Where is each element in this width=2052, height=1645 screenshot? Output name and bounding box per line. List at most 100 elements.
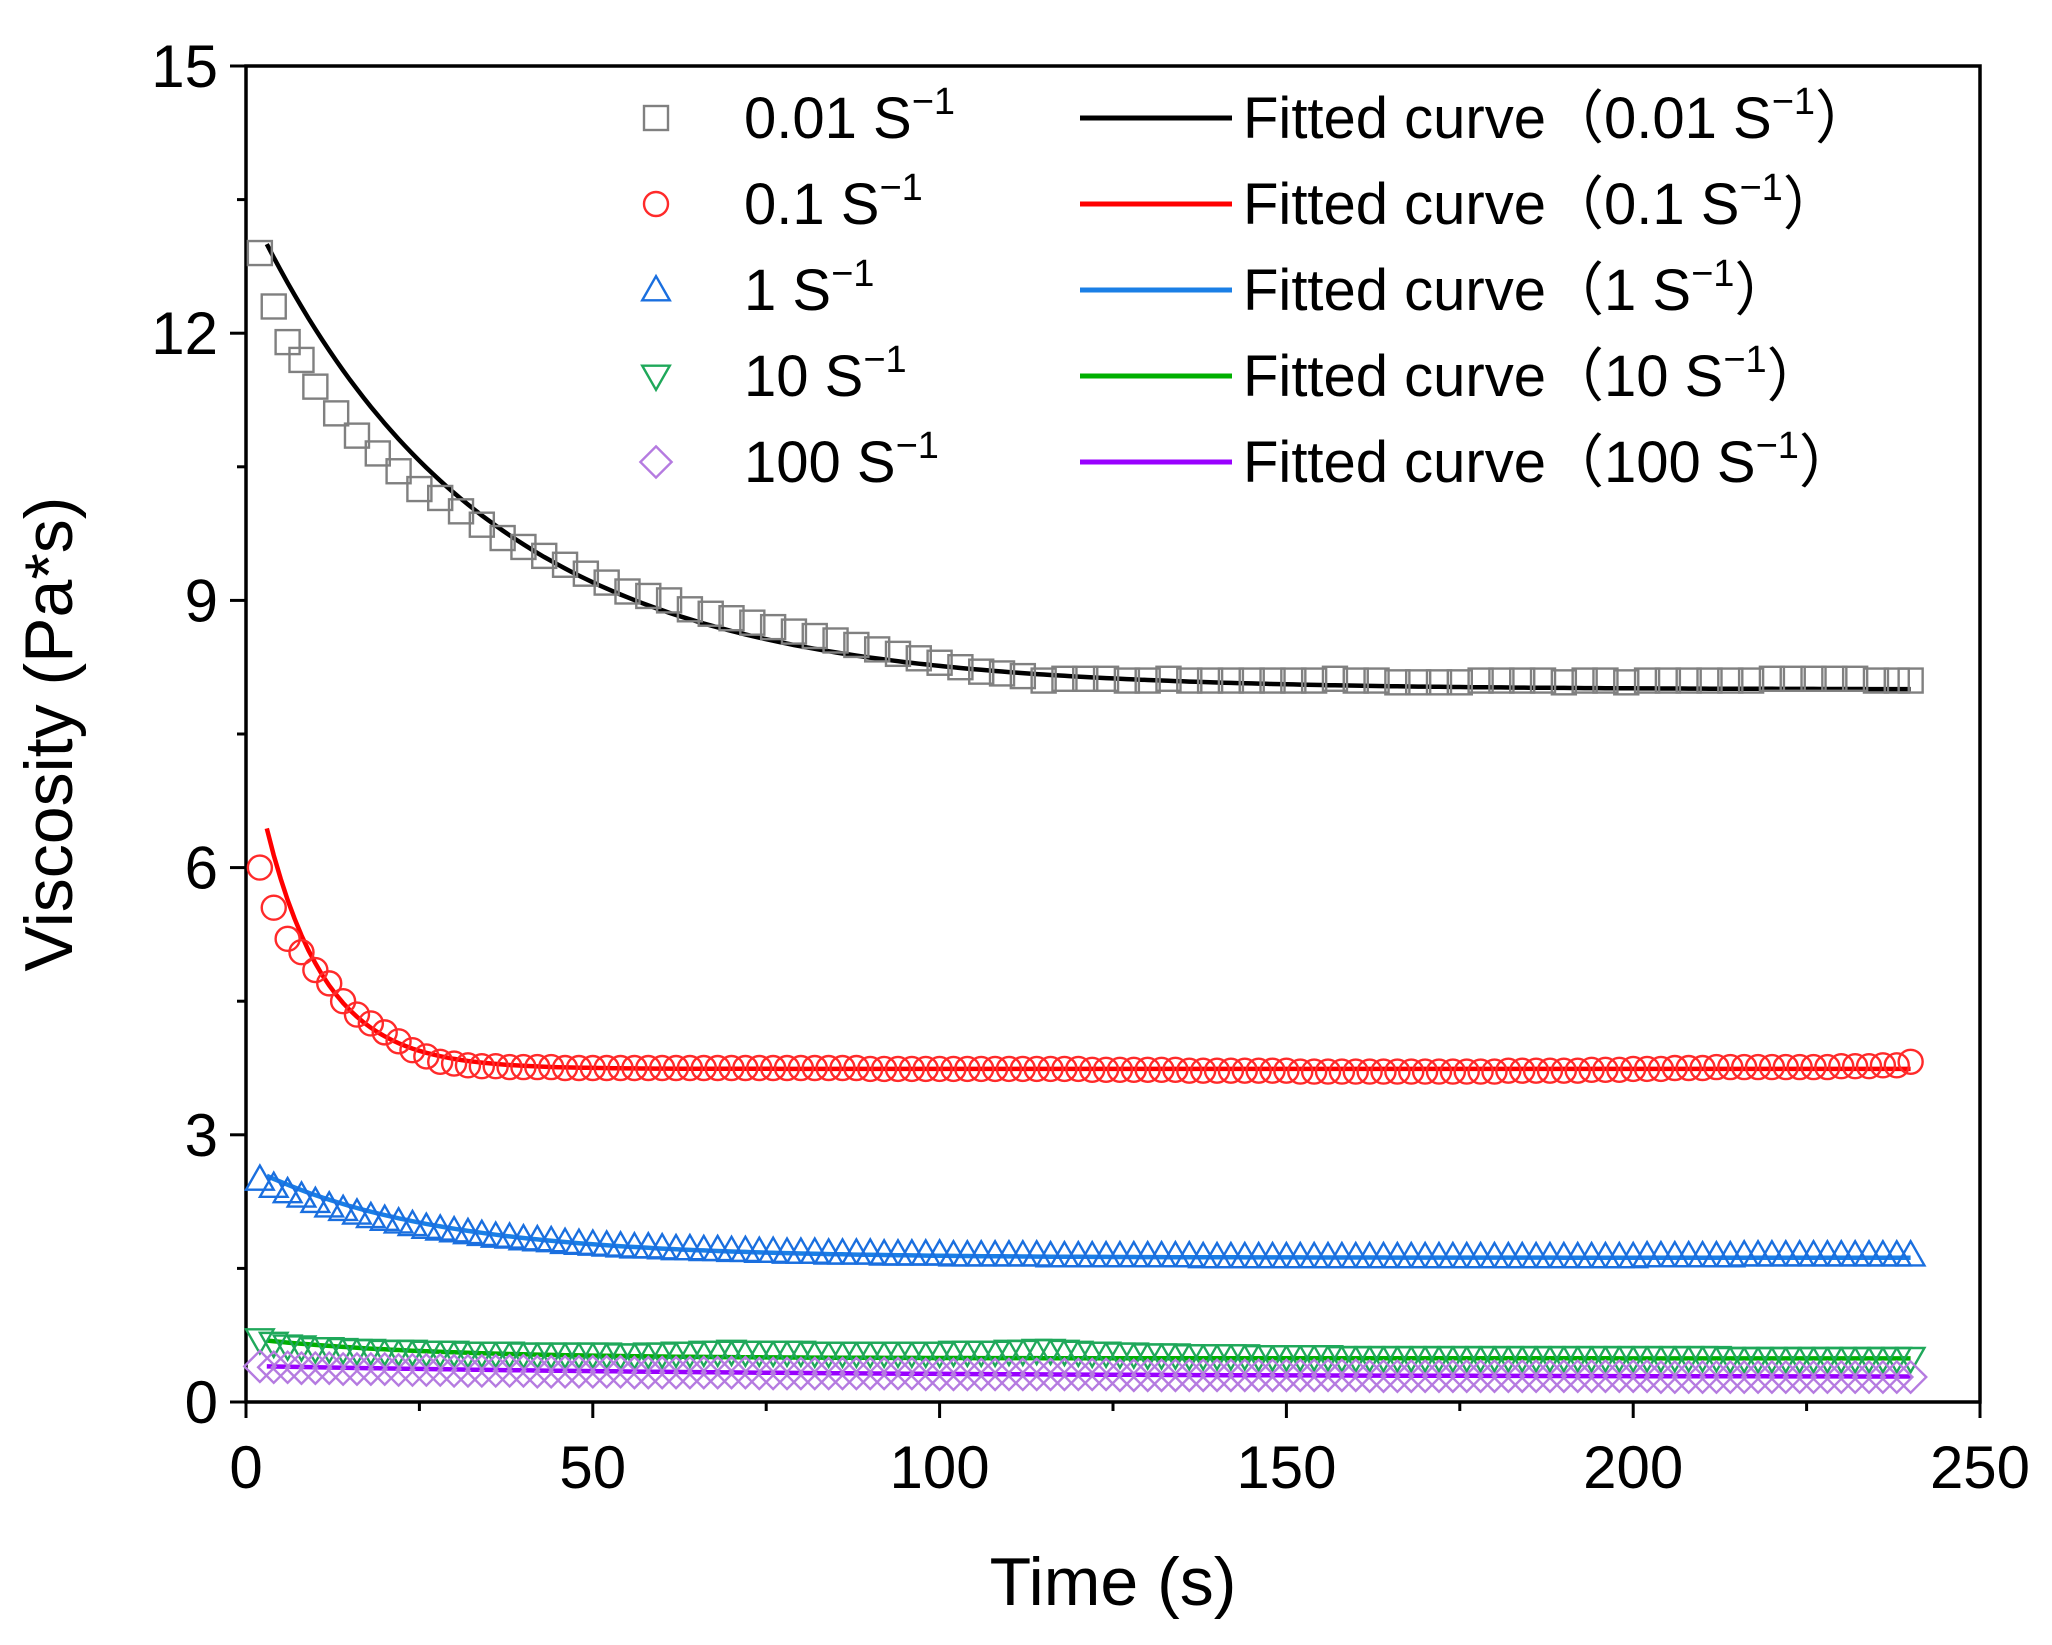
data-point	[1404, 669, 1432, 696]
data-point	[520, 1354, 555, 1390]
series-3-points	[244, 1163, 1927, 1269]
data-point	[1425, 669, 1453, 696]
data-point	[329, 988, 357, 1015]
data-point	[950, 1357, 985, 1392]
data-point	[1238, 667, 1265, 694]
data-point	[1464, 1240, 1497, 1269]
data-point	[1713, 1359, 1748, 1395]
data-point	[1654, 667, 1682, 694]
data-point	[965, 1238, 998, 1267]
data-point	[1296, 1357, 1332, 1393]
data-point	[551, 1054, 579, 1082]
data-point	[1006, 1238, 1039, 1267]
data-point	[409, 1352, 444, 1388]
data-point	[617, 1355, 652, 1390]
data-point	[454, 1052, 482, 1079]
data-point	[839, 1356, 874, 1391]
legend-fit-suffix: ）	[1767, 344, 1825, 409]
data-point	[1588, 1358, 1623, 1394]
data-point	[968, 1055, 995, 1083]
data-point	[1671, 1359, 1706, 1395]
data-point	[1879, 1359, 1915, 1395]
data-point	[1241, 1357, 1276, 1393]
data-point	[977, 1357, 1013, 1392]
data-point	[316, 970, 343, 997]
series-1-points	[246, 239, 1924, 696]
data-point	[1686, 1239, 1719, 1268]
data-point	[274, 925, 301, 953]
data-point	[951, 1238, 984, 1267]
data-point	[298, 1350, 333, 1386]
legend-label-value: 100 S	[744, 430, 896, 495]
data-point	[825, 1356, 860, 1391]
x-tick-label: 50	[559, 1434, 626, 1501]
data-point	[1756, 1238, 1788, 1267]
data-point	[1492, 1240, 1525, 1269]
data-point	[1657, 1359, 1693, 1395]
data-point	[1894, 1346, 1927, 1375]
data-point	[1120, 1056, 1148, 1083]
data-point	[1865, 1359, 1901, 1395]
data-point	[909, 1237, 942, 1266]
fitted-curve-line-4	[266, 1338, 1911, 1361]
data-point	[757, 1235, 790, 1264]
data-point	[1894, 1238, 1927, 1267]
data-point	[936, 1357, 971, 1392]
data-point	[1509, 667, 1536, 694]
data-point	[313, 1189, 346, 1218]
data-point	[1534, 1240, 1566, 1269]
data-point	[1703, 1053, 1730, 1081]
data-point	[1176, 667, 1203, 694]
data-point	[769, 1356, 805, 1391]
data-point	[1339, 1240, 1372, 1269]
data-point	[288, 346, 315, 374]
data-point	[1312, 1240, 1344, 1269]
data-point	[1176, 1057, 1203, 1084]
data-point	[572, 560, 600, 587]
data-point	[1273, 1057, 1300, 1084]
data-point	[729, 1234, 762, 1263]
data-point	[1450, 1240, 1483, 1269]
data-point	[547, 1354, 583, 1390]
data-point	[1189, 1057, 1217, 1084]
data-point	[1342, 1058, 1369, 1085]
data-point	[1245, 1057, 1272, 1084]
data-point	[822, 627, 849, 654]
data-point	[589, 1354, 624, 1390]
data-point	[1481, 1058, 1508, 1085]
data-point	[1155, 665, 1182, 692]
data-point	[1768, 1359, 1804, 1395]
legend-fit-suffix: ）	[1734, 258, 1792, 323]
data-point	[1370, 1058, 1397, 1085]
data-point	[1546, 1358, 1582, 1394]
data-point	[367, 1351, 403, 1387]
series-2-points	[246, 854, 1924, 1085]
legend-fit-label-4: Fitted curve（10 S−1）	[1243, 339, 1825, 409]
data-point	[1092, 1056, 1120, 1083]
data-point	[746, 1054, 773, 1082]
data-point	[270, 1349, 305, 1385]
data-point	[1009, 1055, 1037, 1083]
legend-label-1: 0.01 S−1	[744, 81, 955, 151]
tick-labels-group: 0 50 100 150 200 250 0 3 6 9 12 15	[151, 33, 2030, 1501]
y-tick-label: 0	[185, 1369, 218, 1436]
data-point	[1661, 1054, 1689, 1082]
data-point	[385, 458, 412, 485]
data-point	[1645, 1239, 1677, 1268]
data-point	[829, 1054, 856, 1082]
data-point	[260, 894, 287, 921]
data-point	[866, 1356, 902, 1391]
data-point	[1615, 1358, 1651, 1394]
data-point	[700, 1355, 735, 1390]
data-point	[686, 1355, 722, 1390]
data-point	[1672, 1239, 1705, 1268]
data-point	[322, 400, 350, 427]
data-point	[1522, 1057, 1550, 1084]
data-point	[1380, 1358, 1415, 1394]
data-point	[1477, 1358, 1512, 1394]
data-point	[1689, 1054, 1716, 1082]
data-point	[981, 1055, 1009, 1083]
data-point	[1395, 1240, 1428, 1269]
legend-label-sup: −1	[831, 253, 874, 295]
